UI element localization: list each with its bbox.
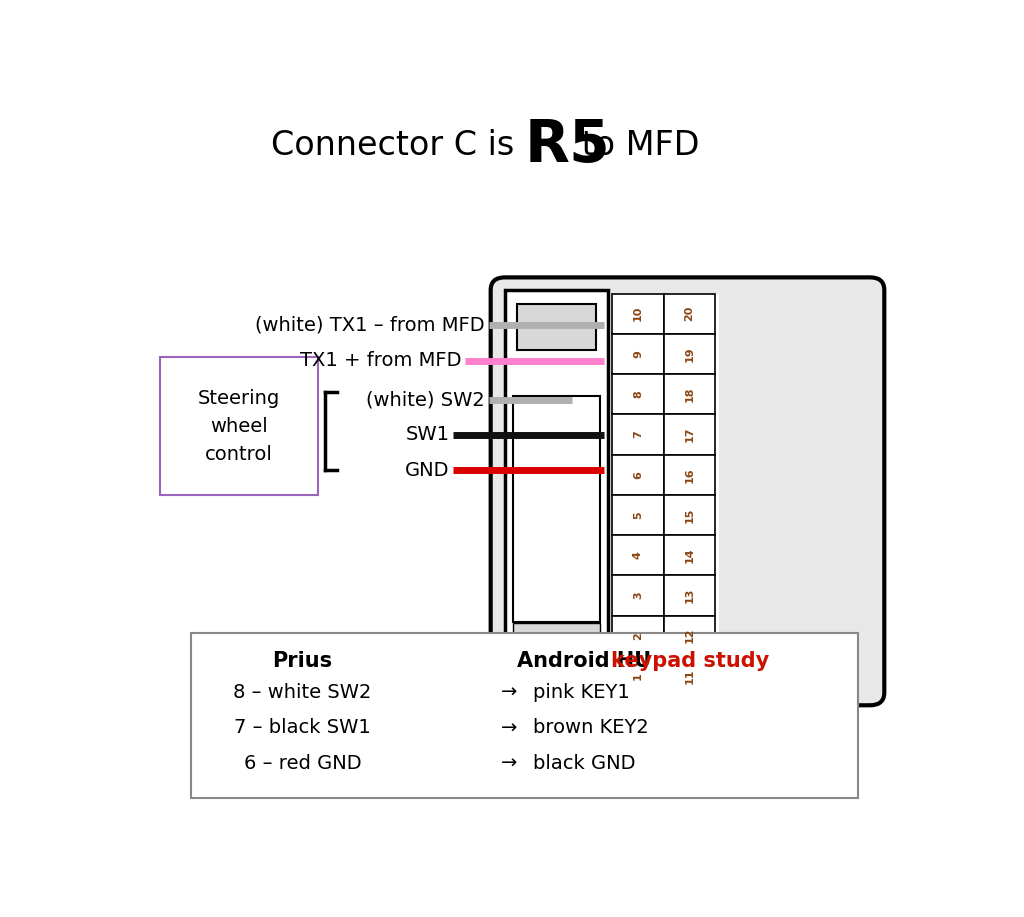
Bar bbox=[612, 293, 664, 334]
Text: 5: 5 bbox=[633, 511, 643, 519]
Text: Prius: Prius bbox=[272, 651, 333, 671]
Text: 6 – red GND: 6 – red GND bbox=[244, 754, 361, 773]
Bar bbox=[612, 615, 664, 656]
Text: 6: 6 bbox=[633, 470, 643, 479]
Bar bbox=[612, 334, 664, 374]
Bar bbox=[664, 455, 715, 495]
Bar bbox=[612, 414, 664, 455]
Text: 16: 16 bbox=[684, 467, 694, 482]
Text: black GND: black GND bbox=[532, 754, 635, 773]
Bar bbox=[513, 396, 600, 622]
Bar bbox=[608, 293, 719, 689]
Bar bbox=[612, 455, 664, 495]
Bar bbox=[513, 624, 600, 636]
Bar bbox=[664, 575, 715, 615]
Text: Connector C is: Connector C is bbox=[271, 129, 524, 161]
Bar bbox=[664, 374, 715, 414]
Text: TX1 + from MFD: TX1 + from MFD bbox=[300, 351, 461, 370]
Text: Android HU: Android HU bbox=[517, 651, 658, 671]
Bar bbox=[612, 575, 664, 615]
Text: to MFD: to MFD bbox=[570, 129, 699, 161]
Text: (white) TX1 – from MFD: (white) TX1 – from MFD bbox=[256, 315, 485, 335]
FancyBboxPatch shape bbox=[490, 277, 885, 705]
Text: 17: 17 bbox=[684, 426, 694, 442]
Text: →: → bbox=[501, 718, 517, 737]
Text: 15: 15 bbox=[684, 507, 694, 523]
Bar bbox=[664, 495, 715, 536]
Bar bbox=[664, 656, 715, 696]
Text: 14: 14 bbox=[684, 547, 694, 563]
Bar bbox=[612, 656, 664, 696]
Bar bbox=[505, 290, 608, 692]
Text: R5: R5 bbox=[524, 116, 610, 174]
Text: SW1: SW1 bbox=[406, 425, 450, 445]
Text: →: → bbox=[501, 754, 517, 773]
Bar bbox=[612, 495, 664, 536]
Text: 18: 18 bbox=[684, 386, 694, 402]
Text: 19: 19 bbox=[684, 347, 694, 362]
Text: 20: 20 bbox=[684, 306, 694, 322]
Bar bbox=[191, 633, 858, 799]
Text: 3: 3 bbox=[633, 591, 643, 600]
Text: pink KEY1: pink KEY1 bbox=[532, 683, 630, 702]
Text: 10: 10 bbox=[633, 306, 643, 322]
Text: 1: 1 bbox=[633, 672, 643, 679]
Bar bbox=[664, 615, 715, 656]
Bar bbox=[612, 536, 664, 575]
Bar bbox=[664, 293, 715, 334]
Text: 8: 8 bbox=[633, 391, 643, 398]
Text: 8 – white SW2: 8 – white SW2 bbox=[233, 683, 372, 702]
Bar bbox=[517, 304, 596, 350]
Bar bbox=[664, 334, 715, 374]
Text: 13: 13 bbox=[684, 588, 694, 603]
Text: 12: 12 bbox=[684, 628, 694, 644]
Text: GND: GND bbox=[404, 460, 450, 480]
Bar bbox=[513, 640, 600, 679]
Text: Steering
wheel
control: Steering wheel control bbox=[198, 389, 281, 463]
Text: 11: 11 bbox=[684, 668, 694, 684]
Text: 4: 4 bbox=[633, 551, 643, 559]
Text: brown KEY2: brown KEY2 bbox=[532, 718, 648, 737]
Text: 7 – black SW1: 7 – black SW1 bbox=[234, 718, 371, 737]
Bar bbox=[664, 414, 715, 455]
Bar bbox=[612, 374, 664, 414]
Text: 2: 2 bbox=[633, 632, 643, 639]
Text: →: → bbox=[501, 683, 517, 702]
Bar bbox=[160, 357, 318, 495]
Text: keypad study: keypad study bbox=[610, 651, 769, 671]
Text: (white) SW2: (white) SW2 bbox=[367, 390, 485, 409]
Text: 7: 7 bbox=[633, 431, 643, 438]
Text: 9: 9 bbox=[633, 350, 643, 358]
Bar bbox=[664, 536, 715, 575]
